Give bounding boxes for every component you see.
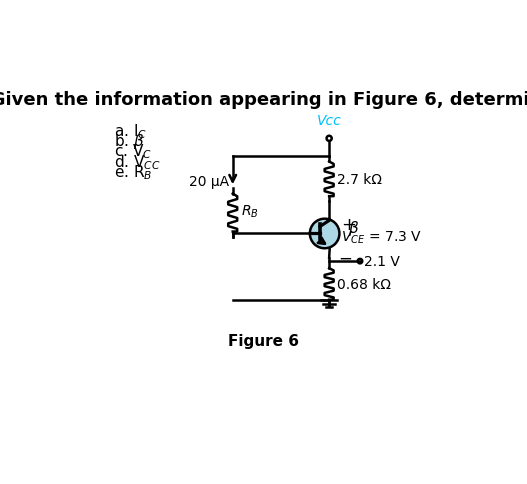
Text: b. $\beta$: b. $\beta$ [114,132,144,151]
Text: Vcc: Vcc [317,114,341,128]
Text: c. V$_C$: c. V$_C$ [114,142,152,161]
Text: 2.7 kΩ: 2.7 kΩ [337,172,382,186]
Text: $R_B$: $R_B$ [241,204,259,220]
Text: d. V$_{CC}$: d. V$_{CC}$ [114,152,161,171]
Text: 20 μA: 20 μA [189,175,229,189]
Text: $V_{CE}$ = 7.3 V: $V_{CE}$ = 7.3 V [341,229,423,245]
Text: e. R$_B$: e. R$_B$ [114,163,152,182]
Text: a. I$_C$: a. I$_C$ [114,121,147,140]
Text: $\beta$: $\beta$ [348,219,360,238]
Text: −: − [338,249,352,267]
Text: 2.1 V: 2.1 V [364,255,399,269]
Text: 6. Given the information appearing in Figure 6, determine:: 6. Given the information appearing in Fi… [0,91,527,109]
Text: 0.68 kΩ: 0.68 kΩ [337,277,391,291]
Circle shape [310,219,339,249]
Text: Figure 6: Figure 6 [228,333,299,348]
Text: +: + [341,216,356,234]
